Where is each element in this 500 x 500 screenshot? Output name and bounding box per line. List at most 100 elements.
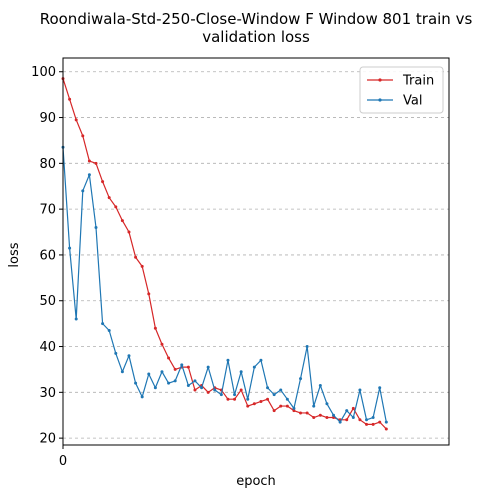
chart-title-line-2: validation loss	[202, 28, 310, 46]
series-point-val	[272, 393, 276, 397]
series-point-train	[74, 118, 78, 122]
series-point-train	[272, 409, 276, 413]
series-point-train	[206, 390, 210, 394]
series-point-train	[134, 255, 138, 259]
series-point-val	[94, 225, 98, 229]
series-point-val	[259, 358, 263, 362]
series-point-val	[186, 383, 190, 387]
series-point-train	[160, 342, 164, 346]
series-point-train	[68, 97, 72, 101]
series-point-val	[160, 370, 164, 374]
series-point-val	[292, 406, 296, 410]
legend-box	[359, 66, 444, 114]
y-tick-label: 60	[39, 248, 56, 263]
series-point-train	[279, 404, 283, 408]
series-point-val	[233, 393, 237, 397]
series-point-val	[68, 246, 72, 250]
legend-train-marker	[378, 78, 382, 82]
series-point-val	[345, 409, 349, 413]
series-point-train	[371, 422, 375, 426]
series-point-val	[252, 365, 256, 369]
series-point-train	[318, 413, 322, 417]
series-point-train	[81, 134, 85, 138]
series-point-train	[312, 416, 316, 420]
series-point-train	[120, 219, 124, 223]
series-point-train	[107, 196, 111, 200]
series-point-train	[252, 402, 256, 406]
series-point-train	[147, 292, 151, 296]
y-tick-label: 70	[39, 203, 56, 218]
series-point-val	[206, 365, 210, 369]
series-point-val	[312, 404, 316, 408]
series-point-train	[292, 409, 296, 413]
series-point-val	[384, 420, 388, 424]
series-point-val	[378, 386, 382, 390]
x-tick-label: 0	[59, 454, 67, 469]
series-point-train	[101, 180, 105, 184]
y-tick-label: 30	[39, 386, 56, 401]
series-point-val	[279, 388, 283, 392]
y-tick-label: 20	[39, 432, 56, 447]
series-point-val	[147, 372, 151, 376]
series-point-train	[266, 397, 270, 401]
legend-val-marker	[378, 98, 382, 102]
series-point-val	[167, 381, 171, 385]
series-line-val	[62, 147, 387, 423]
y-tick-label: 40	[39, 340, 56, 355]
series-point-val	[332, 413, 336, 417]
y-tick-label: 50	[39, 294, 56, 309]
series-point-train	[87, 159, 91, 163]
series-point-val	[266, 386, 270, 390]
legend: Train Val	[359, 66, 444, 114]
series-point-train	[127, 230, 131, 234]
series-point-train	[233, 397, 237, 401]
series-point-train	[299, 411, 303, 415]
series-point-train	[351, 406, 355, 410]
series-point-val	[305, 345, 309, 349]
series-point-train	[140, 264, 144, 268]
series-point-train	[239, 388, 243, 392]
legend-train-label: Train	[402, 74, 434, 89]
y-tick-label: 100	[31, 65, 56, 80]
y-axis-label: loss	[7, 242, 22, 267]
series-point-train	[378, 420, 382, 424]
series-point-val	[101, 322, 105, 326]
series-point-val	[140, 395, 144, 399]
series-group	[61, 77, 388, 431]
series-point-val	[107, 329, 111, 333]
series-point-val	[365, 418, 369, 422]
series-point-val	[173, 379, 177, 383]
grid-lines	[63, 71, 449, 439]
series-point-train	[193, 388, 197, 392]
chart-title-line-1: Roondiwala-Std-250-Close-Window F Window…	[40, 10, 473, 28]
series-point-train	[173, 367, 177, 371]
legend-val-label: Val	[403, 94, 422, 109]
y-tick-label: 80	[39, 157, 56, 172]
series-point-val	[371, 416, 375, 420]
series-point-train	[246, 404, 250, 408]
series-point-val	[219, 393, 223, 397]
series-point-val	[351, 416, 355, 420]
series-point-val	[114, 351, 118, 355]
series-point-val	[285, 397, 289, 401]
series-point-val	[299, 377, 303, 381]
series-point-train	[365, 422, 369, 426]
series-point-val	[74, 317, 78, 321]
series-point-train	[94, 161, 98, 165]
series-point-val	[200, 386, 204, 390]
series-point-train	[305, 411, 309, 415]
series-point-train	[167, 356, 171, 360]
series-point-train	[186, 365, 190, 369]
series-point-val	[134, 381, 138, 385]
series-point-val	[193, 379, 197, 383]
series-point-train	[259, 399, 263, 403]
series-point-train	[358, 418, 362, 422]
series-point-val	[246, 397, 250, 401]
series-point-train	[384, 427, 388, 431]
series-point-val	[239, 370, 243, 374]
series-point-val	[213, 388, 217, 392]
series-point-val	[358, 388, 362, 392]
series-point-val	[318, 383, 322, 387]
series-point-val	[87, 173, 91, 177]
